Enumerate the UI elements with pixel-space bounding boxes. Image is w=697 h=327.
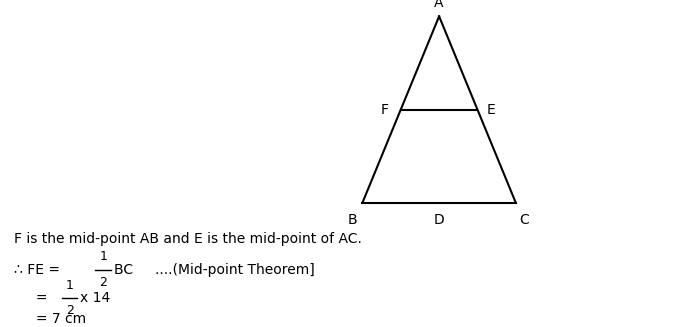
Text: 2: 2: [99, 276, 107, 289]
Text: B: B: [348, 213, 358, 227]
Text: = 7 cm: = 7 cm: [14, 312, 86, 326]
Text: F is the mid-point AB and E is the mid-point of AC.: F is the mid-point AB and E is the mid-p…: [14, 232, 362, 246]
Text: 2: 2: [66, 304, 74, 317]
Text: C: C: [519, 213, 529, 227]
Text: =: =: [14, 291, 52, 304]
Text: E: E: [487, 103, 496, 116]
Text: x 14: x 14: [80, 291, 110, 304]
Text: 1: 1: [66, 279, 74, 292]
Text: ∴ FE =: ∴ FE =: [14, 263, 64, 277]
Text: F: F: [381, 103, 389, 116]
Text: A: A: [434, 0, 444, 10]
Text: 1: 1: [99, 250, 107, 263]
Text: D: D: [434, 213, 445, 227]
Text: BC     ....(Mid-point Theorem]: BC ....(Mid-point Theorem]: [114, 263, 314, 277]
